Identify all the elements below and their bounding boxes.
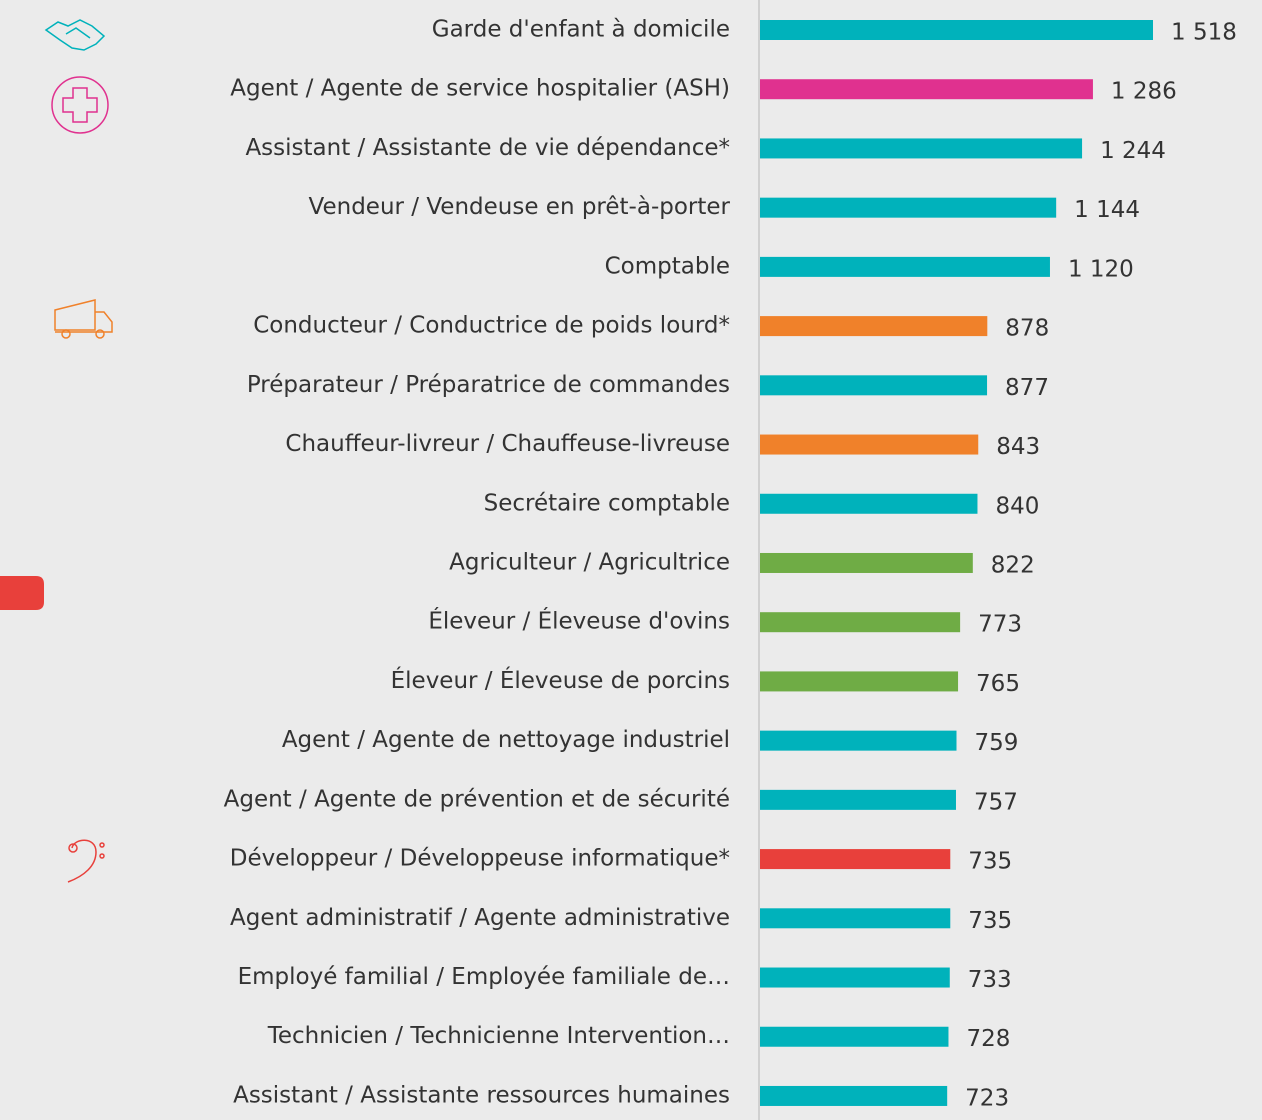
bar — [760, 552, 973, 573]
bar — [760, 1085, 948, 1106]
bar — [760, 967, 950, 988]
category-label: Éleveur / Éleveuse de porcins — [391, 666, 730, 694]
bar — [760, 1026, 949, 1047]
bar — [760, 197, 1057, 218]
bar — [760, 730, 957, 751]
value-label: 735 — [968, 908, 1012, 934]
medical-icon — [51, 76, 109, 134]
value-label: 728 — [966, 1026, 1010, 1052]
category-label: Préparateur / Préparatrice de commandes — [247, 372, 730, 398]
bar — [760, 375, 988, 396]
bar — [760, 493, 978, 514]
category-label: Garde d'enfant à domicile — [432, 17, 730, 43]
value-label: 733 — [968, 967, 1012, 993]
category-label: Agent / Agente de nettoyage industriel — [282, 727, 730, 753]
value-label: 735 — [968, 849, 1012, 875]
value-label: 843 — [996, 434, 1040, 460]
value-label: 759 — [975, 730, 1019, 756]
value-label: 877 — [1005, 375, 1049, 401]
category-label: Employé familial / Employée familiale de… — [238, 964, 730, 990]
handshake-icon — [44, 19, 106, 51]
bass-clef-icon — [67, 839, 105, 883]
category-label: Agent / Agente de service hospitalier (A… — [230, 76, 730, 102]
value-label: 757 — [974, 789, 1018, 815]
category-label: Comptable — [605, 253, 730, 279]
category-label: Conducteur / Conductrice de poids lourd* — [253, 313, 730, 339]
bar — [760, 79, 1093, 100]
bar — [760, 789, 956, 810]
bar — [760, 612, 961, 633]
bar — [760, 434, 979, 455]
category-label: Assistant / Assistante de vie dépendance… — [245, 135, 730, 161]
category-label: Technicien / Technicienne Intervention… — [267, 1023, 730, 1049]
value-label: 723 — [965, 1085, 1009, 1111]
bar — [760, 256, 1050, 277]
category-label: Secrétaire comptable — [484, 490, 730, 516]
category-label: Agent administratif / Agente administrat… — [230, 905, 730, 931]
value-label: 1 144 — [1074, 197, 1140, 223]
bar — [760, 316, 988, 337]
category-label: Agent / Agente de prévention et de sécur… — [224, 786, 730, 812]
value-label: 773 — [978, 612, 1022, 638]
truck-icon — [54, 299, 113, 339]
value-label: 822 — [991, 552, 1035, 578]
value-label: 765 — [976, 671, 1020, 697]
value-label: 878 — [1005, 316, 1049, 342]
bar — [760, 20, 1153, 40]
value-label: 1 286 — [1111, 79, 1177, 105]
side-tab[interactable] — [0, 576, 44, 610]
category-label: Développeur / Développeuse informatique* — [230, 846, 730, 872]
value-label: 1 120 — [1068, 256, 1134, 282]
category-label: Éleveur / Éleveuse d'ovins — [428, 607, 730, 635]
category-label: Assistant / Assistante ressources humain… — [233, 1082, 730, 1108]
value-label: 1 244 — [1100, 138, 1166, 164]
value-label: 840 — [995, 493, 1039, 519]
bar — [760, 908, 951, 929]
category-label: Chauffeur-livreur / Chauffeuse-livreuse — [285, 431, 730, 457]
bar — [760, 671, 959, 692]
category-label: Vendeur / Vendeuse en prêt-à-porter — [309, 194, 731, 220]
value-label: 1 518 — [1171, 20, 1237, 46]
bar — [760, 138, 1083, 159]
category-label: Agriculteur / Agricultrice — [449, 549, 730, 575]
bar — [760, 849, 951, 870]
